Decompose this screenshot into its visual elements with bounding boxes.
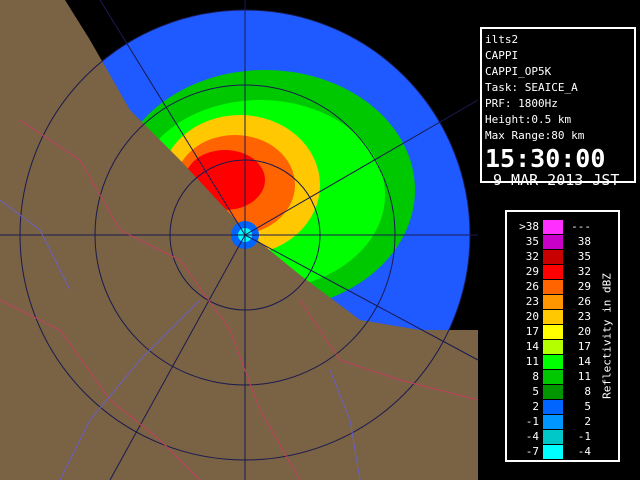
legend-low: >38	[519, 220, 539, 233]
legend-low: 17	[525, 325, 539, 338]
legend-swatch	[543, 265, 563, 279]
legend-swatch	[543, 445, 563, 459]
legend-high: 32	[577, 265, 591, 278]
legend-swatch	[543, 220, 563, 234]
legend-row: 29 32	[507, 265, 602, 279]
radar-map	[0, 0, 478, 480]
legend-low: 23	[525, 295, 539, 308]
time: 15:30:00	[485, 144, 606, 173]
legend-swatch	[543, 235, 563, 249]
legend-high: ---	[571, 220, 591, 233]
legend-row: 8 11	[507, 370, 602, 384]
legend-low: 14	[525, 340, 539, 353]
info-line: CAPPI_OP5K	[485, 65, 552, 78]
legend-low: 20	[525, 310, 539, 323]
legend-low: 2	[532, 400, 539, 413]
info-line: Max Range:80 km	[485, 129, 585, 142]
legend-high: -1	[577, 430, 591, 443]
info-line: CAPPI	[485, 49, 519, 62]
legend-low: 29	[525, 265, 539, 278]
info-line: Task: SEAICE_A	[485, 81, 578, 94]
date: 9 MAR 2013 JST	[493, 171, 620, 189]
legend-swatch	[543, 355, 563, 369]
legend-row: 23 26	[507, 295, 602, 309]
legend-low: 26	[525, 280, 539, 293]
legend-swatch	[543, 340, 563, 354]
rivers	[0, 199, 361, 480]
legend-low: 5	[532, 385, 539, 398]
legend-swatch	[543, 310, 563, 324]
legend-row: 32 35	[507, 250, 602, 264]
legend-high: 14	[577, 355, 591, 368]
info-panel: ilts2 CAPPI CAPPI_OP5K Task: SEAICE_A PRF: 1…	[480, 27, 636, 188]
legend-row: 20 23	[507, 310, 602, 324]
info-line: ilts2	[485, 33, 519, 46]
legend-low: -1	[525, 415, 539, 428]
range-rings	[0, 0, 478, 480]
legend-high: -4	[577, 445, 591, 458]
legend-low: -7	[525, 445, 539, 458]
legend-row: 35 38	[507, 235, 602, 249]
legend-swatch	[543, 430, 563, 444]
legend-swatch	[543, 250, 563, 264]
legend-row: 14 17	[507, 340, 602, 354]
legend-high: 26	[577, 295, 591, 308]
legend: Reflectivity in dBZ >38 --- 35 38 32 35 29 32 26…	[505, 210, 620, 462]
info-line: Height:0.5 km	[485, 113, 572, 126]
legend-swatch	[543, 280, 563, 294]
legend-high: 11	[577, 370, 591, 383]
legend-swatch	[543, 415, 563, 429]
legend-high: 5	[584, 400, 591, 413]
legend-title: Reflectivity in dBZ	[600, 273, 614, 399]
boundaries	[0, 119, 478, 480]
legend-swatch	[543, 385, 563, 399]
legend-low: -4	[525, 430, 539, 443]
legend-high: 20	[577, 325, 591, 338]
legend-low: 35	[525, 235, 539, 248]
legend-swatch	[543, 295, 563, 309]
legend-high: 35	[577, 250, 591, 263]
legend-row: -7 -4	[507, 445, 602, 459]
legend-row: 17 20	[507, 325, 602, 339]
legend-high: 29	[577, 280, 591, 293]
legend-low: 11	[525, 355, 539, 368]
legend-row: 11 14	[507, 355, 602, 369]
legend-swatch	[543, 400, 563, 414]
legend-high: 8	[584, 385, 591, 398]
legend-high: 38	[577, 235, 591, 248]
legend-low: 32	[525, 250, 539, 263]
legend-row: 26 29	[507, 280, 602, 294]
legend-swatch	[543, 370, 563, 384]
legend-swatch	[543, 325, 563, 339]
legend-row: >38 ---	[507, 220, 602, 234]
legend-low: 8	[532, 370, 539, 383]
legend-high: 23	[577, 310, 591, 323]
legend-high: 2	[584, 415, 591, 428]
legend-row: -4 -1	[507, 430, 602, 444]
legend-high: 17	[577, 340, 591, 353]
legend-row: -1 2	[507, 415, 602, 429]
info-line: PRF: 1800Hz	[485, 97, 558, 110]
